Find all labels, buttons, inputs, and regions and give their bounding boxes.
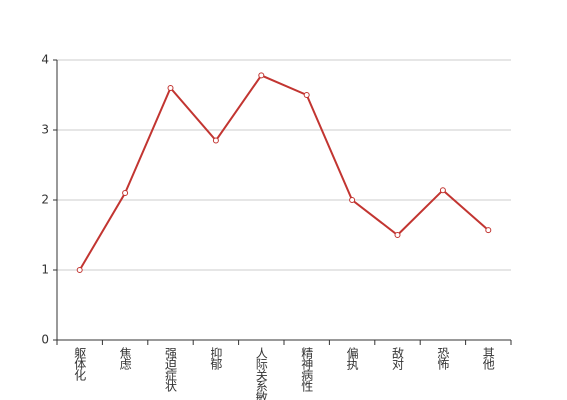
x-tick-label: 恐怖 <box>436 347 450 370</box>
x-tick-label: 抑郁 <box>209 346 223 371</box>
point <box>303 92 310 98</box>
point <box>212 137 219 144</box>
x-tick-label: 其他 <box>481 347 495 370</box>
y-tick-label: 4 <box>41 53 49 67</box>
point <box>122 190 129 196</box>
x-tick-label: 精神病性 <box>300 347 314 393</box>
point <box>167 85 174 91</box>
point <box>394 232 401 238</box>
x-tick-label: 人际关系敏感 <box>254 347 268 400</box>
x-tick-label: 敌对 <box>391 346 405 370</box>
y-tick-label: 2 <box>41 193 49 207</box>
point <box>439 187 446 194</box>
y-tick-label: 0 <box>41 333 49 347</box>
point <box>485 227 492 234</box>
x-tick-label: 强迫症状 <box>164 347 178 392</box>
x-tick-label: 焦虑 <box>118 347 132 370</box>
y-tick-label: 3 <box>41 123 49 137</box>
point <box>258 72 265 79</box>
line <box>78 74 489 271</box>
point <box>76 267 83 273</box>
y-tick-label: 1 <box>41 263 49 277</box>
x-tick-label: 躯体化 <box>73 346 87 382</box>
x-tick-label: 偏执 <box>345 346 359 371</box>
point <box>349 197 356 203</box>
